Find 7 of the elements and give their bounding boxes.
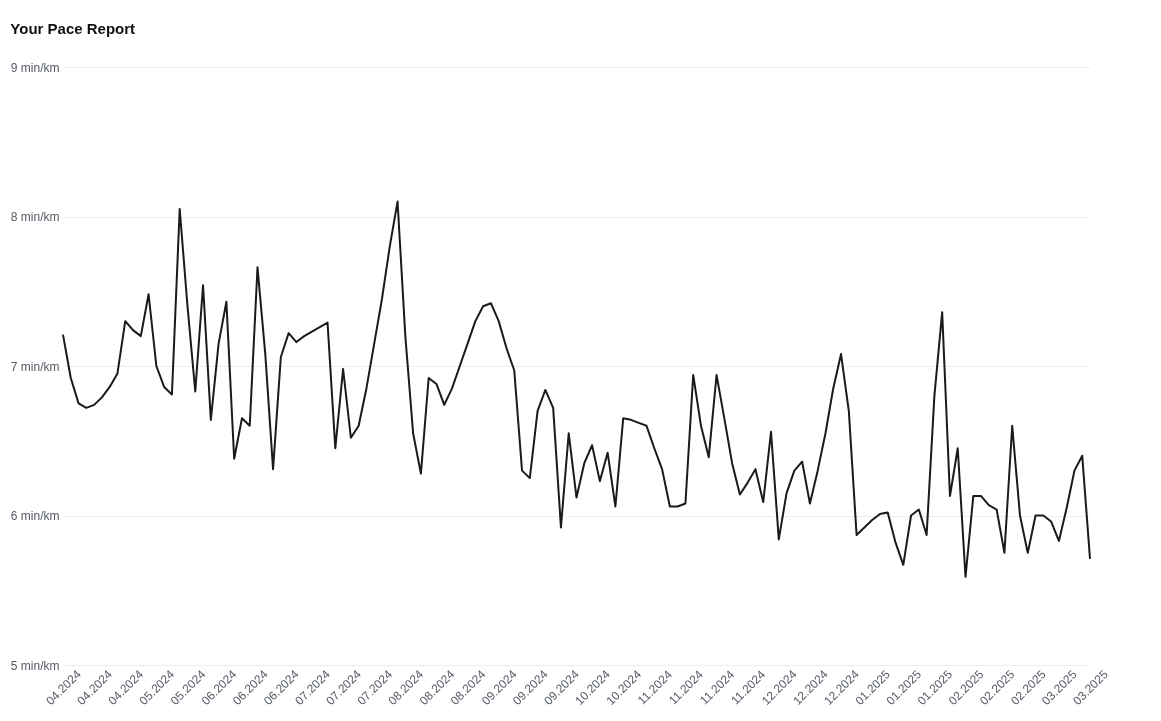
y-tick-label: 9 min/km [10,60,60,75]
y-tick-label: 5 min/km [10,658,60,673]
y-tick-label: 8 min/km [10,210,60,224]
chart-title: Your Pace Report [10,20,136,37]
line-series [62,200,1091,578]
y-tick-label: 7 min/km [10,359,60,374]
y-tick-label: 6 min/km [10,509,60,523]
